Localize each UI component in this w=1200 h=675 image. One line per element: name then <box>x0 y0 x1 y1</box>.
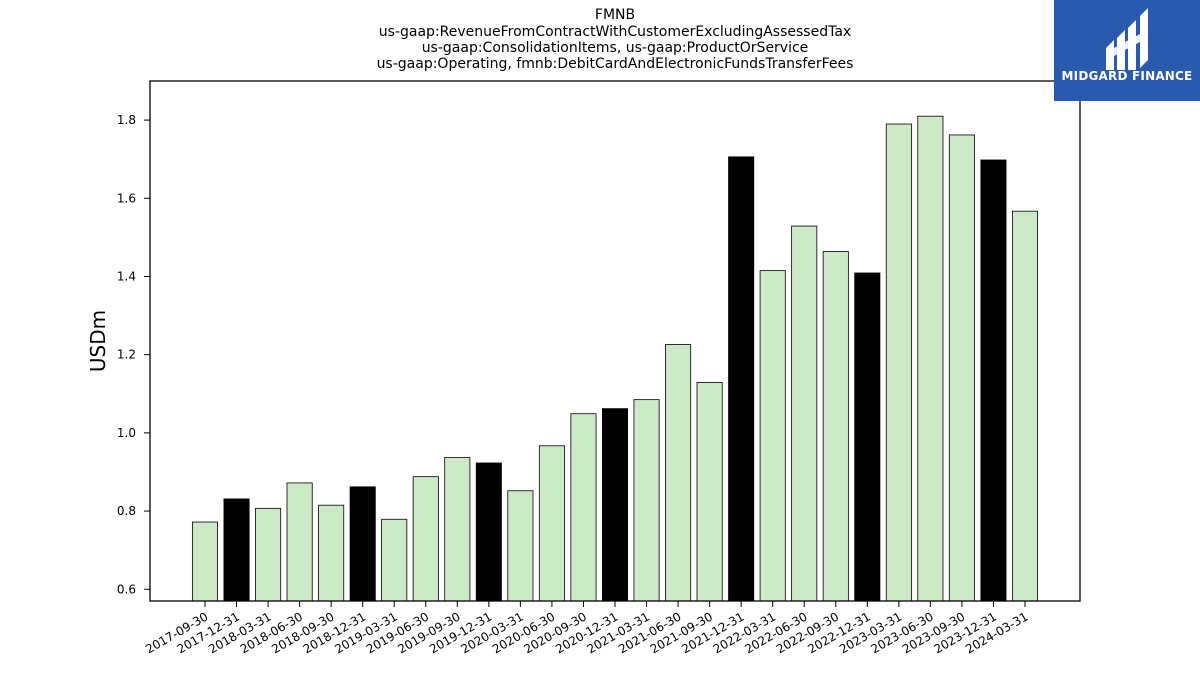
brand-logo: MIDGARD FINANCE <box>1054 0 1200 101</box>
chart-title-line-2: us-gaap:RevenueFromContractWithCustomerE… <box>378 24 852 40</box>
bar-2021-12-31 <box>728 156 755 602</box>
chart-title-line-3: us-gaap:ConsolidationItems, us-gaap:Prod… <box>421 40 809 56</box>
bar-2018-12-31 <box>349 486 376 602</box>
bar-2019-03-31 <box>381 518 408 602</box>
bar-2018-03-31 <box>255 507 282 602</box>
bar-2022-09-30 <box>822 251 849 602</box>
bar-2020-03-31 <box>507 490 534 602</box>
y-tick-label: 1.0 <box>117 426 136 440</box>
chart-title-line-4: us-gaap:Operating, fmnb:DebitCardAndElec… <box>376 56 854 72</box>
plot-frame <box>149 80 1081 602</box>
y-tick-label: 1.2 <box>117 348 136 362</box>
bar-2021-09-30 <box>696 382 723 602</box>
bar-2017-12-31 <box>223 498 250 602</box>
bar-2022-03-31 <box>759 270 786 602</box>
y-tick-label: 1.6 <box>117 191 136 205</box>
bar-2019-06-30 <box>412 476 439 602</box>
bar-2023-03-31 <box>885 123 912 602</box>
y-tick-label: 0.8 <box>117 504 136 518</box>
bar-2018-09-30 <box>318 504 345 602</box>
brand-logo-text: MIDGARD FINANCE <box>1061 69 1193 83</box>
bar-2024-03-31 <box>1011 210 1039 602</box>
bar-2023-09-30 <box>948 134 975 602</box>
bar-2020-06-30 <box>538 445 565 602</box>
bar-2017-09-30 <box>191 521 219 602</box>
bar-2023-12-31 <box>980 159 1007 602</box>
y-tick-label: 1.8 <box>117 113 136 127</box>
bar-2021-06-30 <box>665 344 692 602</box>
y-tick-label: 0.6 <box>117 582 136 596</box>
bar-2022-12-31 <box>854 272 881 602</box>
bar-2020-12-31 <box>601 408 629 602</box>
bar-2021-03-31 <box>633 399 660 602</box>
bar-2019-12-31 <box>475 462 502 602</box>
bars-group <box>191 115 1039 602</box>
chart-title-line-1: FMNB <box>594 7 636 23</box>
y-tick-label: 1.4 <box>117 269 136 283</box>
bar-2022-06-30 <box>791 225 818 602</box>
brand-mark-icon <box>1106 8 1148 70</box>
bar-2020-09-30 <box>570 413 597 602</box>
bar-2023-06-30 <box>917 115 944 602</box>
x-axis: 2017-09-302017-12-312018-03-312018-06-30… <box>143 601 1031 656</box>
y-axis: 0.6 0.8 1.0 1.2 1.4 1.6 1.8 <box>117 113 150 596</box>
bar-2018-06-30 <box>286 482 313 602</box>
bar-2019-09-30 <box>444 457 471 602</box>
